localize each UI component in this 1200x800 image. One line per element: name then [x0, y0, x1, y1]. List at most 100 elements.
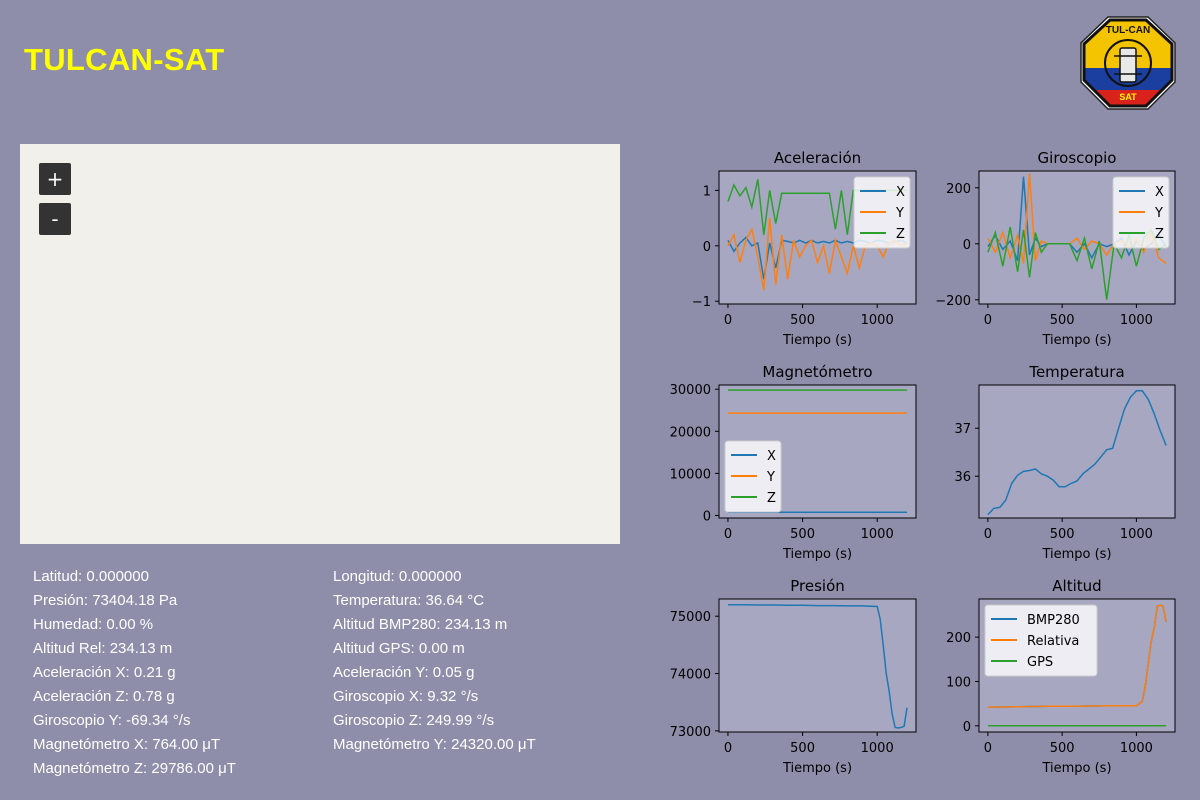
chart-altitud: Altitud Tiempo (s) 0 500 1000 0 100 200 BMP280 Re…	[946, 577, 1176, 776]
series-line-y	[727, 218, 908, 291]
legend: XYZ	[724, 440, 782, 513]
tulcan-sat-logo: TUL-CAN SAT	[1080, 16, 1176, 110]
gyro-y-readout: Giroscopio Y: -69.34 °/s	[33, 712, 191, 729]
x-tick-label: 500	[1050, 527, 1075, 542]
x-tick-label: 1000	[1120, 741, 1153, 756]
mag-x-readout: Magnetómetro X: 764.00 μT	[33, 736, 221, 753]
altitude-bmp280-readout: Altitud BMP280: 234.13 m	[333, 616, 508, 633]
legend-label: BMP280	[1027, 613, 1080, 628]
legend-box	[853, 176, 911, 249]
legend-label: Z	[1155, 227, 1164, 242]
legend-label: Z	[767, 491, 776, 506]
legend-label: Y	[766, 470, 775, 485]
plot-area	[719, 385, 916, 518]
x-tick-label: 1000	[861, 313, 894, 328]
x-tick-label: 0	[724, 313, 732, 328]
y-tick-label: 73000	[670, 725, 711, 740]
x-tick-label: 500	[1050, 313, 1075, 328]
series-line-z	[727, 179, 907, 235]
zoom-out-button[interactable]: -	[39, 203, 71, 235]
accel-z-readout: Aceleración Z: 0.78 g	[33, 688, 175, 705]
x-tick-label: 500	[1050, 741, 1075, 756]
y-tick-label: 37	[954, 422, 971, 437]
chart-title: Altitud	[1052, 577, 1101, 595]
x-tick-label: 1000	[1120, 313, 1153, 328]
x-tick-label: 500	[790, 527, 815, 542]
y-tick-label: 0	[963, 720, 971, 735]
series-line-y	[987, 173, 1167, 264]
y-tick-label: 200	[946, 631, 971, 646]
y-tick-label: −1	[692, 295, 711, 310]
series-line-s0	[987, 390, 1167, 516]
temperature-readout: Temperatura: 36.64 °C	[333, 592, 485, 609]
map-panel[interactable]: + -	[20, 144, 620, 544]
plot-frame	[978, 170, 1176, 305]
chart-presion: Presión Tiempo (s) 0 500 1000 73000 74000 75000	[670, 577, 917, 776]
chart-aceleracion: Aceleración Tiempo (s) 0 500 1000 −1 0 1 XYZ	[692, 149, 917, 348]
plot-area	[979, 385, 1175, 518]
x-tick-label: 500	[790, 741, 815, 756]
plot-frame	[718, 384, 917, 519]
legend-label: X	[896, 185, 905, 200]
legend-label: Relativa	[1027, 634, 1079, 649]
x-tick-label: 0	[724, 741, 732, 756]
plot-area	[719, 599, 916, 732]
series-line-relativa	[987, 604, 1167, 708]
chart-temperatura: Temperatura Tiempo (s) 0 500 1000 36 37	[954, 363, 1176, 562]
plot-frame	[718, 598, 917, 733]
legend-box	[984, 604, 1098, 677]
plot-area	[979, 171, 1175, 304]
legend-label: Y	[1154, 206, 1163, 221]
chart-title: Presión	[790, 577, 845, 595]
y-tick-label: 1	[703, 184, 711, 199]
x-tick-label: 1000	[1120, 527, 1153, 542]
chart-title: Temperatura	[1028, 363, 1124, 381]
y-tick-label: 30000	[670, 383, 711, 398]
plot-area	[719, 171, 916, 304]
y-tick-label: 36	[954, 470, 971, 485]
pressure-readout: Presión: 73404.18 Pa	[33, 592, 178, 609]
series-line-x	[727, 236, 908, 280]
legend-label: X	[1155, 185, 1164, 200]
legend-box	[724, 440, 782, 513]
accel-y-readout: Aceleración Y: 0.05 g	[333, 664, 475, 681]
series-line-s0	[728, 603, 908, 729]
series-line-x	[987, 176, 1167, 261]
x-tick-label: 0	[984, 527, 992, 542]
x-tick-label: 0	[984, 313, 992, 328]
x-tick-label: 1000	[861, 527, 894, 542]
chart-title: Aceleración	[774, 149, 861, 167]
humidity-readout: Humedad: 0.00 %	[33, 616, 154, 633]
y-tick-label: 20000	[670, 425, 711, 440]
altitude-rel-readout: Altitud Rel: 234.13 m	[33, 640, 173, 657]
latitude-readout: Latitud: 0.000000	[33, 568, 149, 585]
gyro-z-readout: Giroscopio Z: 249.99 °/s	[333, 712, 495, 729]
series-line-bmp280	[987, 604, 1167, 708]
x-axis-label: Tiempo (s)	[1041, 761, 1111, 776]
y-tick-label: 0	[963, 238, 971, 253]
altitude-gps-readout: Altitud GPS: 0.00 m	[333, 640, 465, 657]
app-title: TULCAN-SAT	[24, 42, 225, 77]
y-tick-label: 0	[703, 240, 711, 255]
legend: BMP280 Relativa GPS	[984, 604, 1098, 677]
plot-frame	[978, 598, 1176, 733]
legend: XYZ	[1112, 176, 1170, 249]
legend-label: X	[767, 449, 776, 464]
x-tick-label: 0	[724, 527, 732, 542]
legend-label: Y	[895, 206, 904, 221]
zoom-in-button[interactable]: +	[39, 163, 71, 195]
y-tick-label: 10000	[670, 467, 711, 482]
y-tick-label: 100	[946, 675, 971, 690]
accel-x-readout: Aceleración X: 0.21 g	[33, 664, 176, 681]
chart-title: Giroscopio	[1038, 149, 1117, 167]
x-axis-label: Tiempo (s)	[782, 761, 852, 776]
legend-box	[1112, 176, 1170, 249]
chart-title: Magnetómetro	[762, 363, 872, 381]
y-tick-label: 74000	[670, 668, 711, 683]
logo-top-text: TUL-CAN	[1106, 25, 1150, 36]
telemetry-readouts: Latitud: 0.000000 Longitud: 0.000000 Pre…	[33, 566, 633, 798]
mag-z-readout: Magnetómetro Z: 29786.00 μT	[33, 760, 236, 777]
legend: XYZ	[853, 176, 911, 249]
mag-y-readout: Magnetómetro Y: 24320.00 μT	[333, 736, 536, 753]
